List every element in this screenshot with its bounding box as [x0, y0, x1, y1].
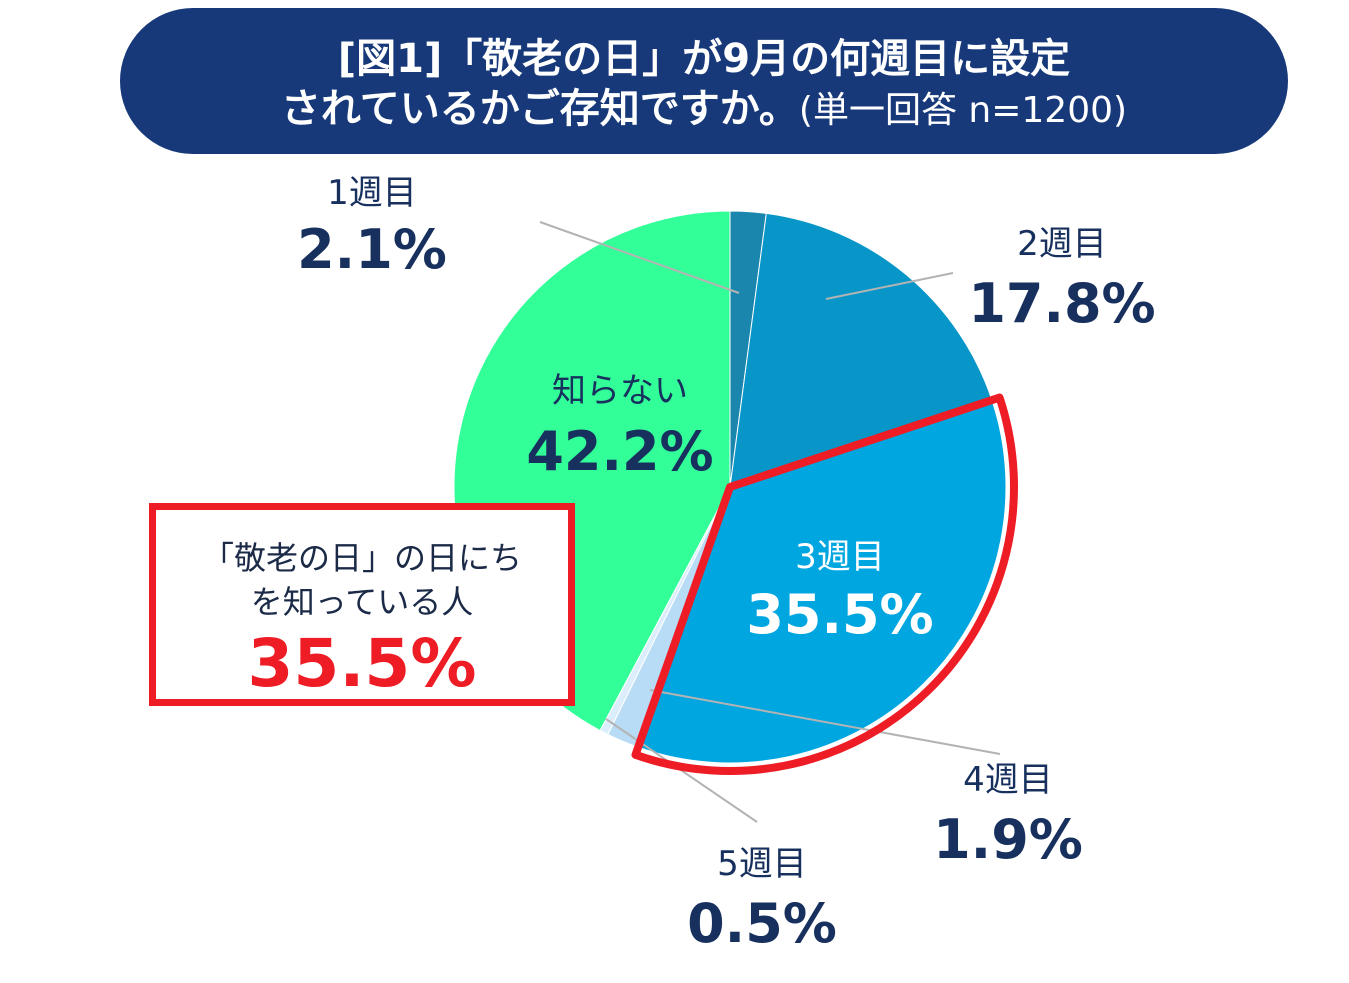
- slice-label-week-5: 5週目: [717, 844, 807, 884]
- slice-value-week-2: 17.8%: [968, 272, 1155, 335]
- slice-label-week-2: 2週目: [1017, 224, 1107, 264]
- highlight-outline-week-3: [631, 393, 1018, 775]
- chart-title-line1: [図1]「敬老の日」が9月の何週目に設定: [337, 36, 1071, 82]
- chart-title-line2-sub: (単一回答 n=1200): [798, 90, 1128, 131]
- highlight-outline: [631, 393, 1018, 775]
- slice-value-week-3: 35.5%: [746, 583, 933, 646]
- slice-label-week-1: 1週目: [327, 173, 417, 213]
- slice-value-week-1: 2.1%: [297, 218, 447, 281]
- chart-title-line2: されているかご存知ですか。(単一回答 n=1200): [120, 84, 1288, 136]
- slice-value-week-5: 0.5%: [687, 892, 837, 955]
- title-banner: [図1]「敬老の日」が9月の何週目に設定 されているかご存知ですか。(単一回答 …: [120, 8, 1288, 154]
- callout-text: 「敬老の日」の日にち を知っている人: [156, 510, 568, 624]
- slice-label-week-4: 4週目: [963, 760, 1053, 800]
- leader-line-week-2: [825, 272, 954, 300]
- slice-value-week-4: 1.9%: [933, 808, 1083, 871]
- callout-box: 「敬老の日」の日にち を知っている人 35.5%: [149, 503, 575, 706]
- slice-label-week-3: 3週目: [795, 537, 885, 577]
- leader-line-week-4: [649, 689, 1001, 755]
- slice-labels: 1週目 2.1% 2週目 17.8% 3週目 35.5% 4週目 1.9% 5週目 0.5% 知らな…: [297, 173, 1156, 955]
- callout-line1: 「敬老の日」の日にち: [201, 539, 522, 577]
- slice-value-unknown: 42.2%: [526, 420, 713, 483]
- callout-value: 35.5%: [247, 625, 477, 702]
- chart-title-line2-main: されているかご存知ですか。: [280, 86, 799, 132]
- leader-line-week-1: [539, 221, 740, 294]
- callout-line2: を知っている人: [250, 583, 474, 621]
- slice-label-unknown: 知らない: [552, 371, 688, 411]
